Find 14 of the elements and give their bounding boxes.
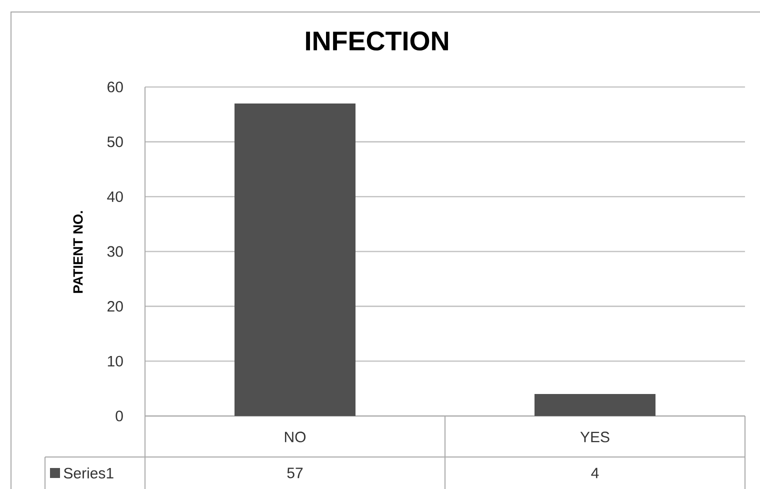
x-tick-label: YES: [580, 432, 610, 442]
chart-title: INFECTION: [306, 31, 448, 51]
y-tick-label: 10: [108, 356, 123, 366]
y-axis-title: PATIENT NO.: [73, 211, 83, 293]
y-tick-label: 60: [108, 82, 123, 92]
data-label: 57: [287, 468, 303, 478]
y-tick-label: 30: [107, 246, 123, 257]
y-tick-label: 40: [107, 191, 123, 202]
legend-label: Series1: [64, 467, 114, 478]
y-tick-label: 0: [116, 410, 123, 422]
y-tick-label: 20: [108, 301, 123, 312]
y-tick-label: 50: [107, 136, 123, 148]
x-tick-label: NO: [284, 432, 306, 442]
data-label: 4: [591, 468, 599, 478]
